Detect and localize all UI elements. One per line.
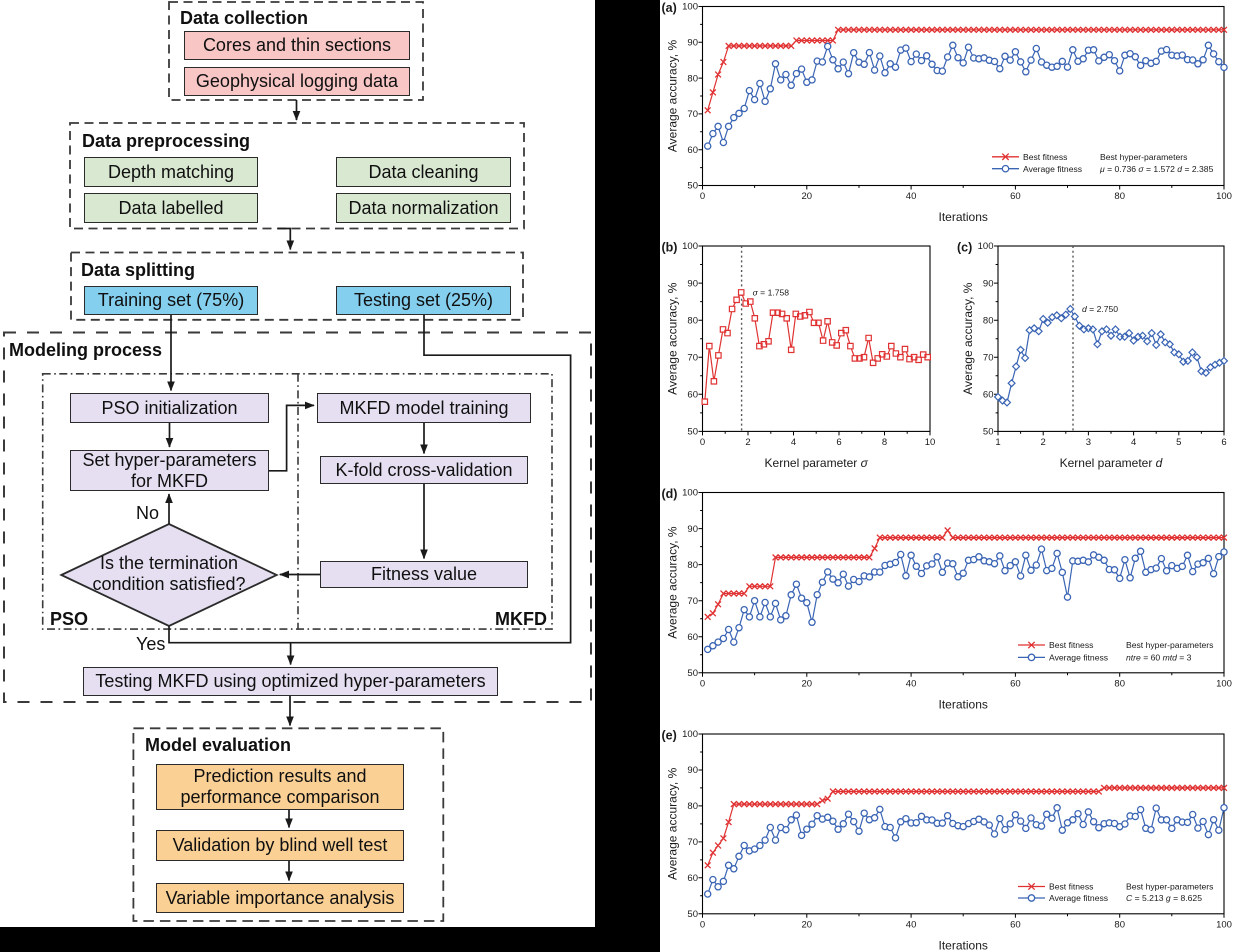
svg-text:60: 60 <box>687 390 698 401</box>
svg-text:Average fitness: Average fitness <box>1049 893 1108 903</box>
svg-text:60: 60 <box>1010 191 1021 202</box>
svg-text:80: 80 <box>1114 678 1125 689</box>
svg-text:100: 100 <box>1216 678 1232 689</box>
svg-text:40: 40 <box>906 678 917 689</box>
svg-text:μ = 0.736 σ = 1.572 d = 2.385: μ = 0.736 σ = 1.572 d = 2.385 <box>1099 164 1214 174</box>
svg-text:90: 90 <box>687 278 698 289</box>
svg-text:100: 100 <box>682 2 698 13</box>
svg-text:90: 90 <box>687 524 698 535</box>
svg-text:Average fitness: Average fitness <box>1023 164 1082 174</box>
svg-text:0: 0 <box>700 678 705 689</box>
svg-text:(b): (b) <box>662 241 678 255</box>
svg-text:5: 5 <box>1176 437 1181 448</box>
svg-text:Average accuracy, %: Average accuracy, % <box>666 526 680 639</box>
svg-text:70: 70 <box>983 352 994 363</box>
svg-text:Kernel parameter d: Kernel parameter d <box>1060 456 1163 470</box>
svg-text:80: 80 <box>1114 919 1125 930</box>
svg-text:4: 4 <box>1131 437 1136 448</box>
svg-text:60: 60 <box>687 632 698 643</box>
svg-text:70: 70 <box>687 109 698 120</box>
svg-text:80: 80 <box>983 315 994 326</box>
svg-text:20: 20 <box>802 919 813 930</box>
svg-text:100: 100 <box>682 241 698 252</box>
svg-text:60: 60 <box>983 390 994 401</box>
svg-text:100: 100 <box>682 488 698 499</box>
svg-text:2: 2 <box>1041 437 1046 448</box>
svg-text:80: 80 <box>687 560 698 571</box>
svg-text:50: 50 <box>983 427 994 438</box>
svg-text:Best hyper-parameters: Best hyper-parameters <box>1126 640 1213 650</box>
svg-text:80: 80 <box>687 801 698 812</box>
svg-text:90: 90 <box>687 765 698 776</box>
svg-text:50: 50 <box>687 181 698 192</box>
svg-text:6: 6 <box>1221 437 1226 448</box>
svg-text:Average accuracy, %: Average accuracy, % <box>666 40 680 153</box>
svg-text:0: 0 <box>700 437 705 448</box>
svg-text:(c): (c) <box>957 241 972 255</box>
svg-text:Average accuracy, %: Average accuracy, % <box>961 282 975 395</box>
svg-text:3: 3 <box>1086 437 1091 448</box>
svg-text:50: 50 <box>687 668 698 679</box>
svg-text:10: 10 <box>925 437 936 448</box>
svg-text:70: 70 <box>687 837 698 848</box>
svg-text:4: 4 <box>791 437 796 448</box>
svg-text:(e): (e) <box>662 729 677 743</box>
svg-text:80: 80 <box>1114 191 1125 202</box>
svg-text:40: 40 <box>906 191 917 202</box>
svg-text:90: 90 <box>983 278 994 289</box>
svg-text:100: 100 <box>1216 191 1232 202</box>
svg-text:Average accuracy, %: Average accuracy, % <box>666 767 680 880</box>
svg-text:Iterations: Iterations <box>939 938 988 952</box>
svg-text:60: 60 <box>1010 678 1021 689</box>
svg-text:0: 0 <box>700 919 705 930</box>
svg-text:20: 20 <box>802 678 813 689</box>
svg-text:2: 2 <box>745 437 750 448</box>
svg-text:60: 60 <box>1010 919 1021 930</box>
svg-text:(a): (a) <box>662 1 677 15</box>
svg-text:Iterations: Iterations <box>939 210 988 224</box>
svg-text:20: 20 <box>802 191 813 202</box>
svg-text:Kernel parameter σ: Kernel parameter σ <box>765 456 869 470</box>
svg-text:80: 80 <box>687 315 698 326</box>
svg-text:60: 60 <box>687 145 698 156</box>
svg-text:1: 1 <box>995 437 1000 448</box>
svg-text:100: 100 <box>978 241 994 252</box>
svg-text:Average fitness: Average fitness <box>1049 653 1108 663</box>
svg-text:d = 2.750: d = 2.750 <box>1082 304 1118 314</box>
svg-text:80: 80 <box>687 73 698 84</box>
svg-text:6: 6 <box>836 437 841 448</box>
svg-text:70: 70 <box>687 352 698 363</box>
svg-text:(d): (d) <box>662 487 678 501</box>
svg-text:0: 0 <box>700 191 705 202</box>
svg-text:Best fitness: Best fitness <box>1023 152 1067 162</box>
svg-text:60: 60 <box>687 873 698 884</box>
svg-text:90: 90 <box>687 38 698 49</box>
svg-text:ntre = 60 mtd = 3: ntre = 60 mtd = 3 <box>1126 653 1192 663</box>
svg-text:C = 5.213 g = 8.625: C = 5.213 g = 8.625 <box>1126 893 1202 903</box>
svg-text:Iterations: Iterations <box>939 697 988 711</box>
svg-text:Average accuracy, %: Average accuracy, % <box>666 282 680 395</box>
svg-text:Best fitness: Best fitness <box>1049 882 1093 892</box>
svg-text:40: 40 <box>906 919 917 930</box>
svg-text:Best hyper-parameters: Best hyper-parameters <box>1100 152 1187 162</box>
svg-text:Best fitness: Best fitness <box>1049 640 1093 650</box>
svg-text:100: 100 <box>1216 919 1232 930</box>
svg-text:50: 50 <box>687 909 698 920</box>
svg-text:50: 50 <box>687 427 698 438</box>
svg-text:σ = 1.758: σ = 1.758 <box>753 287 790 297</box>
svg-text:100: 100 <box>682 729 698 740</box>
svg-text:8: 8 <box>882 437 887 448</box>
svg-text:70: 70 <box>687 596 698 607</box>
svg-text:Best hyper-parameters: Best hyper-parameters <box>1126 882 1213 892</box>
